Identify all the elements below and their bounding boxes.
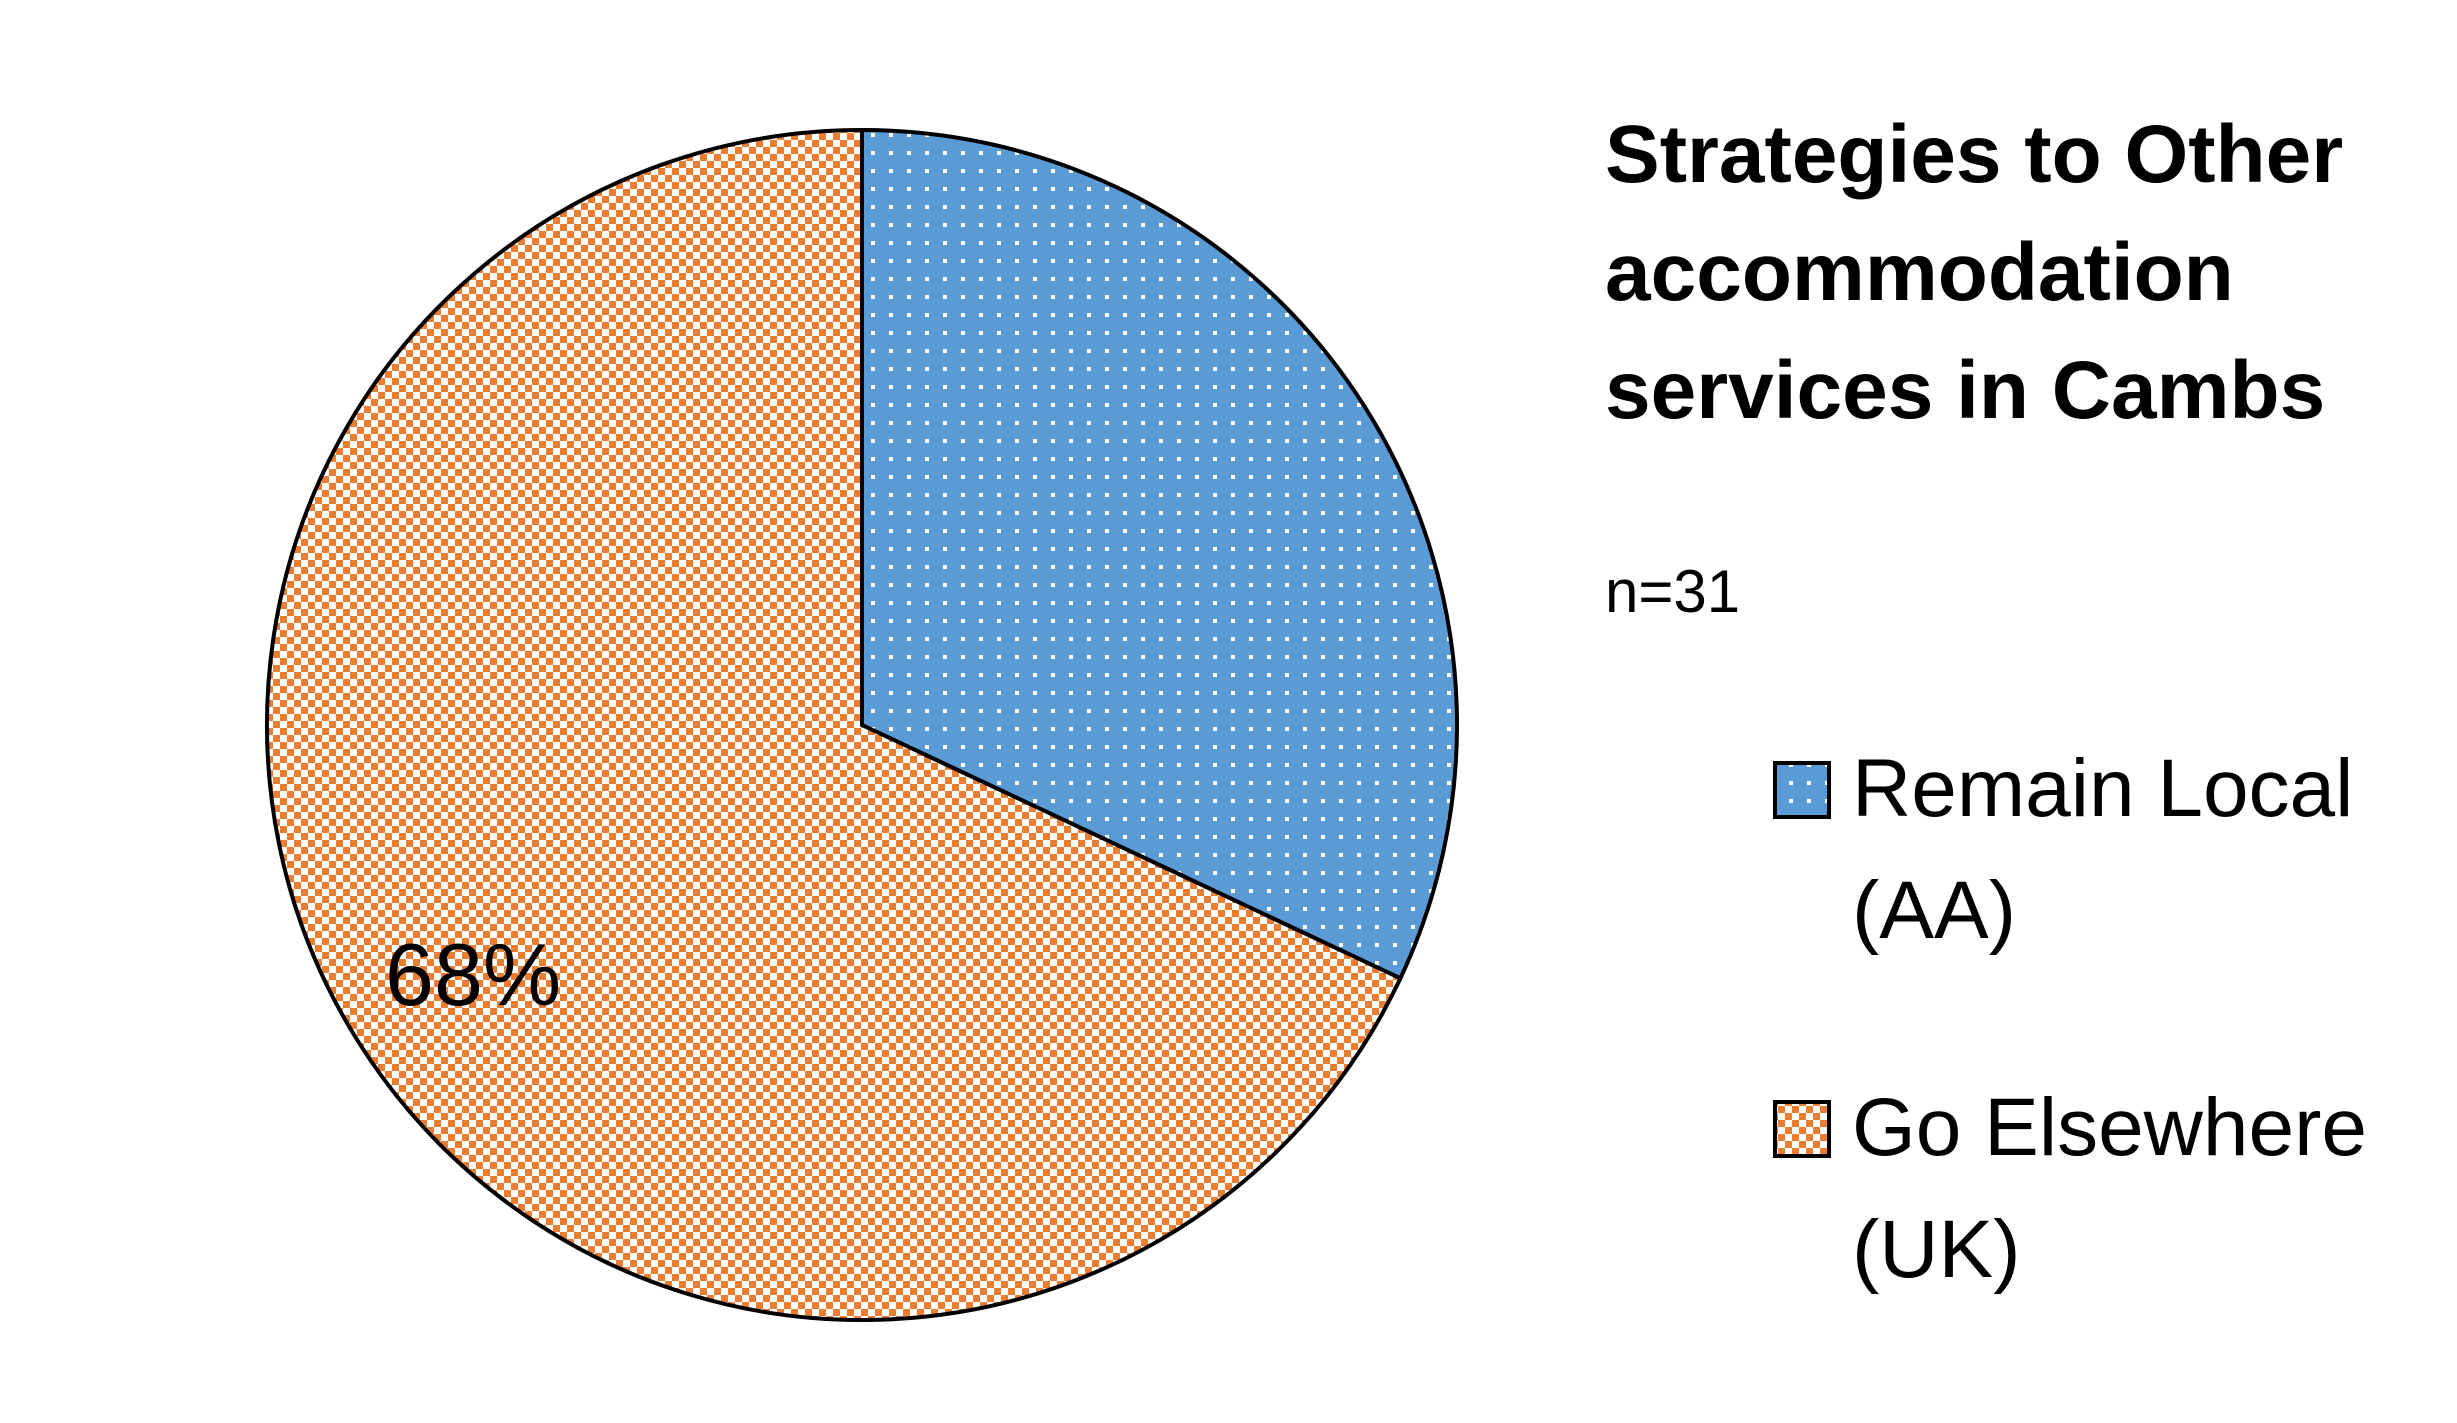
legend-label-remain-local-line-2: (AA) — [1852, 865, 2016, 956]
chart-title: Strategies to Other accommodation servic… — [1605, 109, 2343, 436]
chart-title-line-1: Strategies to Other — [1605, 109, 2343, 200]
legend-swatch-remain-local — [1773, 761, 1831, 819]
data-label-go-elsewhere: 68% — [385, 925, 561, 1024]
legend-item-go-elsewhere: Go Elsewhere (UK) — [1773, 1082, 2367, 1295]
slice-go-elsewhere — [265, 127, 1404, 1322]
chart-title-line-3: services in Cambs — [1605, 345, 2325, 436]
sample-size-note: n=31 — [1605, 558, 1740, 625]
chart-title-line-2: accommodation — [1605, 227, 2234, 318]
pie-slices — [265, 127, 1459, 1322]
legend-item-remain-local: Remain Local (AA) — [1773, 743, 2353, 956]
slice-remain-local — [860, 127, 1459, 982]
legend-label-go-elsewhere-line-1: Go Elsewhere — [1852, 1082, 2367, 1173]
legend: Remain Local (AA) Go Elsewhere (UK) — [1773, 743, 2367, 1295]
legend-label-remain-local-line-1: Remain Local — [1852, 743, 2353, 834]
legend-swatch-go-elsewhere — [1773, 1100, 1831, 1158]
legend-label-go-elsewhere-line-2: (UK) — [1852, 1204, 2021, 1295]
